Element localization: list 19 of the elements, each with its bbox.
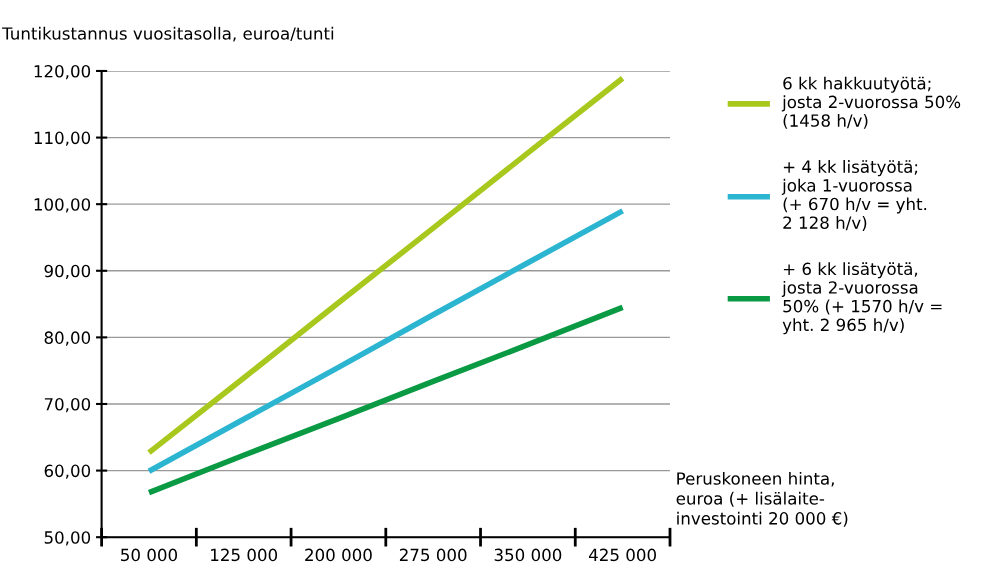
x-axis-title: Peruskoneen hinta, euroa (+ lisälaite- investointi 20 000 €) <box>676 471 848 527</box>
y-tick-label: 100,00 <box>34 198 91 213</box>
x-tick-label: 50 000 <box>121 548 178 562</box>
x-tick-label: 200 000 <box>305 548 372 562</box>
y-axis-title: Tuntikustannus vuositasolla, euroa/tunti <box>2 26 334 42</box>
y-tick-label: 120,00 <box>34 64 91 80</box>
legend-label: 6 kk hakkuutyötä; josta 2-vuorossa 50% (1458 h/v) <box>781 76 961 129</box>
x-tick-label: 425 000 <box>588 548 656 562</box>
x-tick-label: 125 000 <box>211 548 278 562</box>
y-tick-label: 50,00 <box>44 531 91 546</box>
y-tick-label: 110,00 <box>34 131 91 146</box>
x-tick-label: 350 000 <box>494 548 562 562</box>
y-tick-label: 90,00 <box>44 264 91 280</box>
y-tick-label: 60,00 <box>44 464 91 479</box>
legend-label: + 4 kk lisätyötä; joka 1-vuorossa (+ 670 h/v = yht. 2 128 h/v) <box>781 160 927 231</box>
y-tick-label: 70,00 <box>44 397 91 413</box>
x-tick-label: 275 000 <box>399 548 467 562</box>
y-tick-label: 80,00 <box>44 331 91 346</box>
legend-label: + 6 kk lisätyötä, josta 2-vuorossa 50% (+ 1570 h/v = yht. 2 965 h/v) <box>781 262 942 335</box>
